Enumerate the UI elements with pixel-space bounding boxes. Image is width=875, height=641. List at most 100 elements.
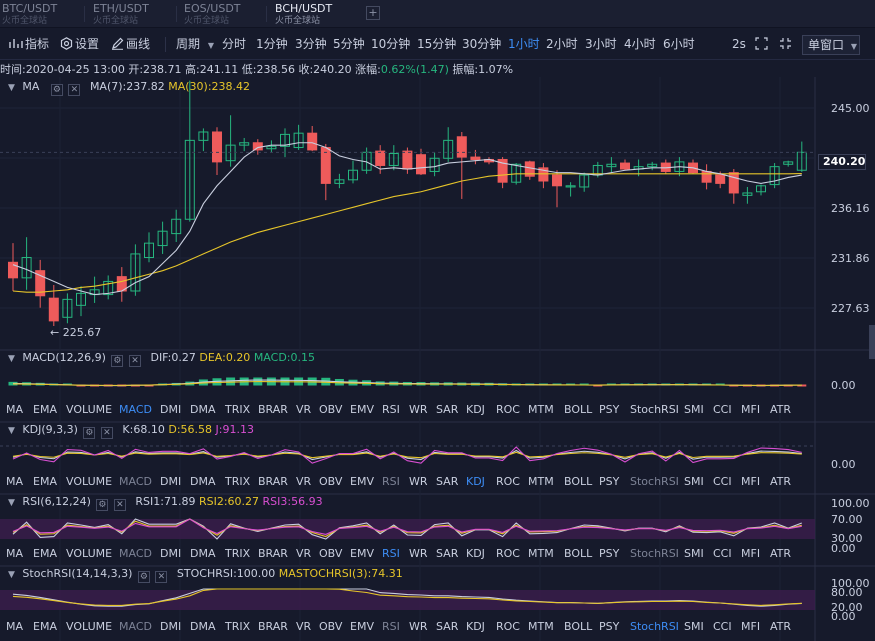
indicator-option-dmi[interactable]: DMI [160, 403, 182, 416]
indicator-option-boll[interactable]: BOLL [564, 620, 593, 633]
indicator-close-icon[interactable]: ✕ [155, 571, 168, 583]
indicator-option-ma[interactable]: MA [6, 403, 24, 416]
indicator-option-trix[interactable]: TRIX [225, 620, 251, 633]
indicator-option-psy[interactable]: PSY [599, 620, 620, 633]
interval-3h[interactable]: 3小时 [585, 37, 617, 51]
tab-eos-usdt[interactable]: EOS/USDT 火币全球站 [182, 0, 270, 28]
draw-button[interactable]: 画线 [111, 36, 150, 52]
indicator-option-roc[interactable]: ROC [496, 620, 520, 633]
indicator-option-dma[interactable]: DMA [190, 475, 216, 488]
indicator-option-dmi[interactable]: DMI [160, 475, 182, 488]
indicator-option-stochrsi[interactable]: StochRSI [630, 547, 679, 560]
indicator-option-wr[interactable]: WR [409, 620, 428, 633]
collapse-caret-icon[interactable]: ▼ [8, 83, 15, 93]
indicator-option-vr[interactable]: VR [296, 620, 312, 633]
interval-2h[interactable]: 2小时 [546, 37, 578, 51]
indicator-option-ema[interactable]: EMA [33, 475, 57, 488]
indicator-option-emv[interactable]: EMV [350, 475, 374, 488]
indicator-option-ema[interactable]: EMA [33, 403, 57, 416]
indicators-button[interactable]: 指标 [9, 36, 49, 52]
collapse-caret-icon[interactable]: ▼ [8, 570, 15, 580]
indicator-option-dma[interactable]: DMA [190, 547, 216, 560]
indicator-option-boll[interactable]: BOLL [564, 547, 593, 560]
period-dropdown[interactable]: 周期 ▼ [176, 36, 214, 54]
indicator-settings-icon[interactable]: ⚙ [96, 499, 109, 511]
indicator-option-mfi[interactable]: MFI [741, 403, 761, 416]
interval-4h[interactable]: 4小时 [624, 37, 656, 51]
interval-6h[interactable]: 6小时 [663, 37, 695, 51]
indicator-option-wr[interactable]: WR [409, 475, 428, 488]
indicator-option-brar[interactable]: BRAR [258, 475, 288, 488]
indicator-option-volume[interactable]: VOLUME [66, 620, 113, 633]
indicator-option-emv[interactable]: EMV [350, 403, 374, 416]
indicator-option-psy[interactable]: PSY [599, 403, 620, 416]
indicator-close-icon[interactable]: ✕ [100, 427, 113, 439]
indicator-close-icon[interactable]: ✕ [113, 499, 126, 511]
indicator-option-dmi[interactable]: DMI [160, 620, 182, 633]
indicator-option-volume[interactable]: VOLUME [66, 403, 113, 416]
indicator-option-dmi[interactable]: DMI [160, 547, 182, 560]
tab-btc-usdt[interactable]: BTC/USDT 火币全球站 [0, 0, 88, 28]
indicator-option-smi[interactable]: SMI [684, 620, 704, 633]
indicator-option-atr[interactable]: ATR [770, 475, 792, 488]
indicator-option-macd[interactable]: MACD [119, 620, 152, 633]
indicator-option-sar[interactable]: SAR [436, 547, 459, 560]
indicator-close-icon[interactable]: ✕ [68, 84, 81, 96]
add-tab-button[interactable]: + [366, 6, 380, 20]
indicator-option-rsi[interactable]: RSI [382, 403, 400, 416]
indicator-option-ma[interactable]: MA [6, 620, 24, 633]
indicator-option-boll[interactable]: BOLL [564, 403, 593, 416]
indicator-option-mtm[interactable]: MTM [528, 547, 554, 560]
indicator-option-mfi[interactable]: MFI [741, 547, 761, 560]
indicator-option-rsi[interactable]: RSI [382, 475, 400, 488]
indicator-option-trix[interactable]: TRIX [225, 547, 251, 560]
indicator-option-sar[interactable]: SAR [436, 620, 459, 633]
interval-1h[interactable]: 1小时 [508, 37, 540, 51]
indicator-option-obv[interactable]: OBV [319, 620, 343, 633]
indicator-option-ma[interactable]: MA [6, 547, 24, 560]
indicator-option-dma[interactable]: DMA [190, 620, 216, 633]
indicator-option-ema[interactable]: EMA [33, 620, 57, 633]
indicator-option-sar[interactable]: SAR [436, 475, 459, 488]
refresh-interval[interactable]: 2s [732, 37, 746, 51]
interval-1m[interactable]: 1分钟 [256, 37, 288, 51]
indicator-option-rsi[interactable]: RSI [382, 547, 400, 560]
indicator-option-mtm[interactable]: MTM [528, 620, 554, 633]
indicator-option-mfi[interactable]: MFI [741, 475, 761, 488]
interval-3m[interactable]: 3分钟 [295, 37, 327, 51]
indicator-option-kdj[interactable]: KDJ [466, 547, 485, 560]
indicator-option-atr[interactable]: ATR [770, 620, 792, 633]
indicator-option-sar[interactable]: SAR [436, 403, 459, 416]
indicator-option-roc[interactable]: ROC [496, 547, 520, 560]
indicator-settings-icon[interactable]: ⚙ [137, 571, 150, 583]
indicator-option-wr[interactable]: WR [409, 547, 428, 560]
indicator-settings-icon[interactable]: ⚙ [111, 355, 124, 367]
indicator-option-rsi[interactable]: RSI [382, 620, 400, 633]
indicator-option-obv[interactable]: OBV [319, 547, 343, 560]
indicator-option-smi[interactable]: SMI [684, 475, 704, 488]
window-mode-select[interactable]: 单窗口 ▼ [802, 35, 860, 55]
collapse-caret-icon[interactable]: ▼ [8, 498, 15, 508]
indicator-option-cci[interactable]: CCI [713, 620, 732, 633]
indicator-option-cci[interactable]: CCI [713, 475, 732, 488]
pane-resize-handle[interactable] [869, 325, 875, 359]
indicator-option-emv[interactable]: EMV [350, 547, 374, 560]
tab-bch-usdt[interactable]: BCH/USDT 火币全球站 [273, 0, 361, 28]
indicator-option-emv[interactable]: EMV [350, 620, 374, 633]
interval-fenshi[interactable]: 分时 [222, 37, 247, 51]
indicator-option-atr[interactable]: ATR [770, 547, 792, 560]
indicator-option-macd[interactable]: MACD [119, 475, 152, 488]
indicator-option-smi[interactable]: SMI [684, 547, 704, 560]
collapse-caret-icon[interactable]: ▼ [8, 426, 15, 436]
indicator-option-trix[interactable]: TRIX [225, 475, 251, 488]
exit-fullscreen-button[interactable] [779, 36, 794, 52]
interval-10m[interactable]: 10分钟 [371, 37, 411, 51]
indicator-option-stochrsi[interactable]: StochRSI [630, 620, 679, 633]
indicator-option-vr[interactable]: VR [296, 547, 312, 560]
indicator-option-brar[interactable]: BRAR [258, 403, 288, 416]
indicator-option-cci[interactable]: CCI [713, 547, 732, 560]
indicator-option-brar[interactable]: BRAR [258, 547, 288, 560]
indicator-close-icon[interactable]: ✕ [128, 355, 141, 367]
indicator-option-wr[interactable]: WR [409, 403, 428, 416]
